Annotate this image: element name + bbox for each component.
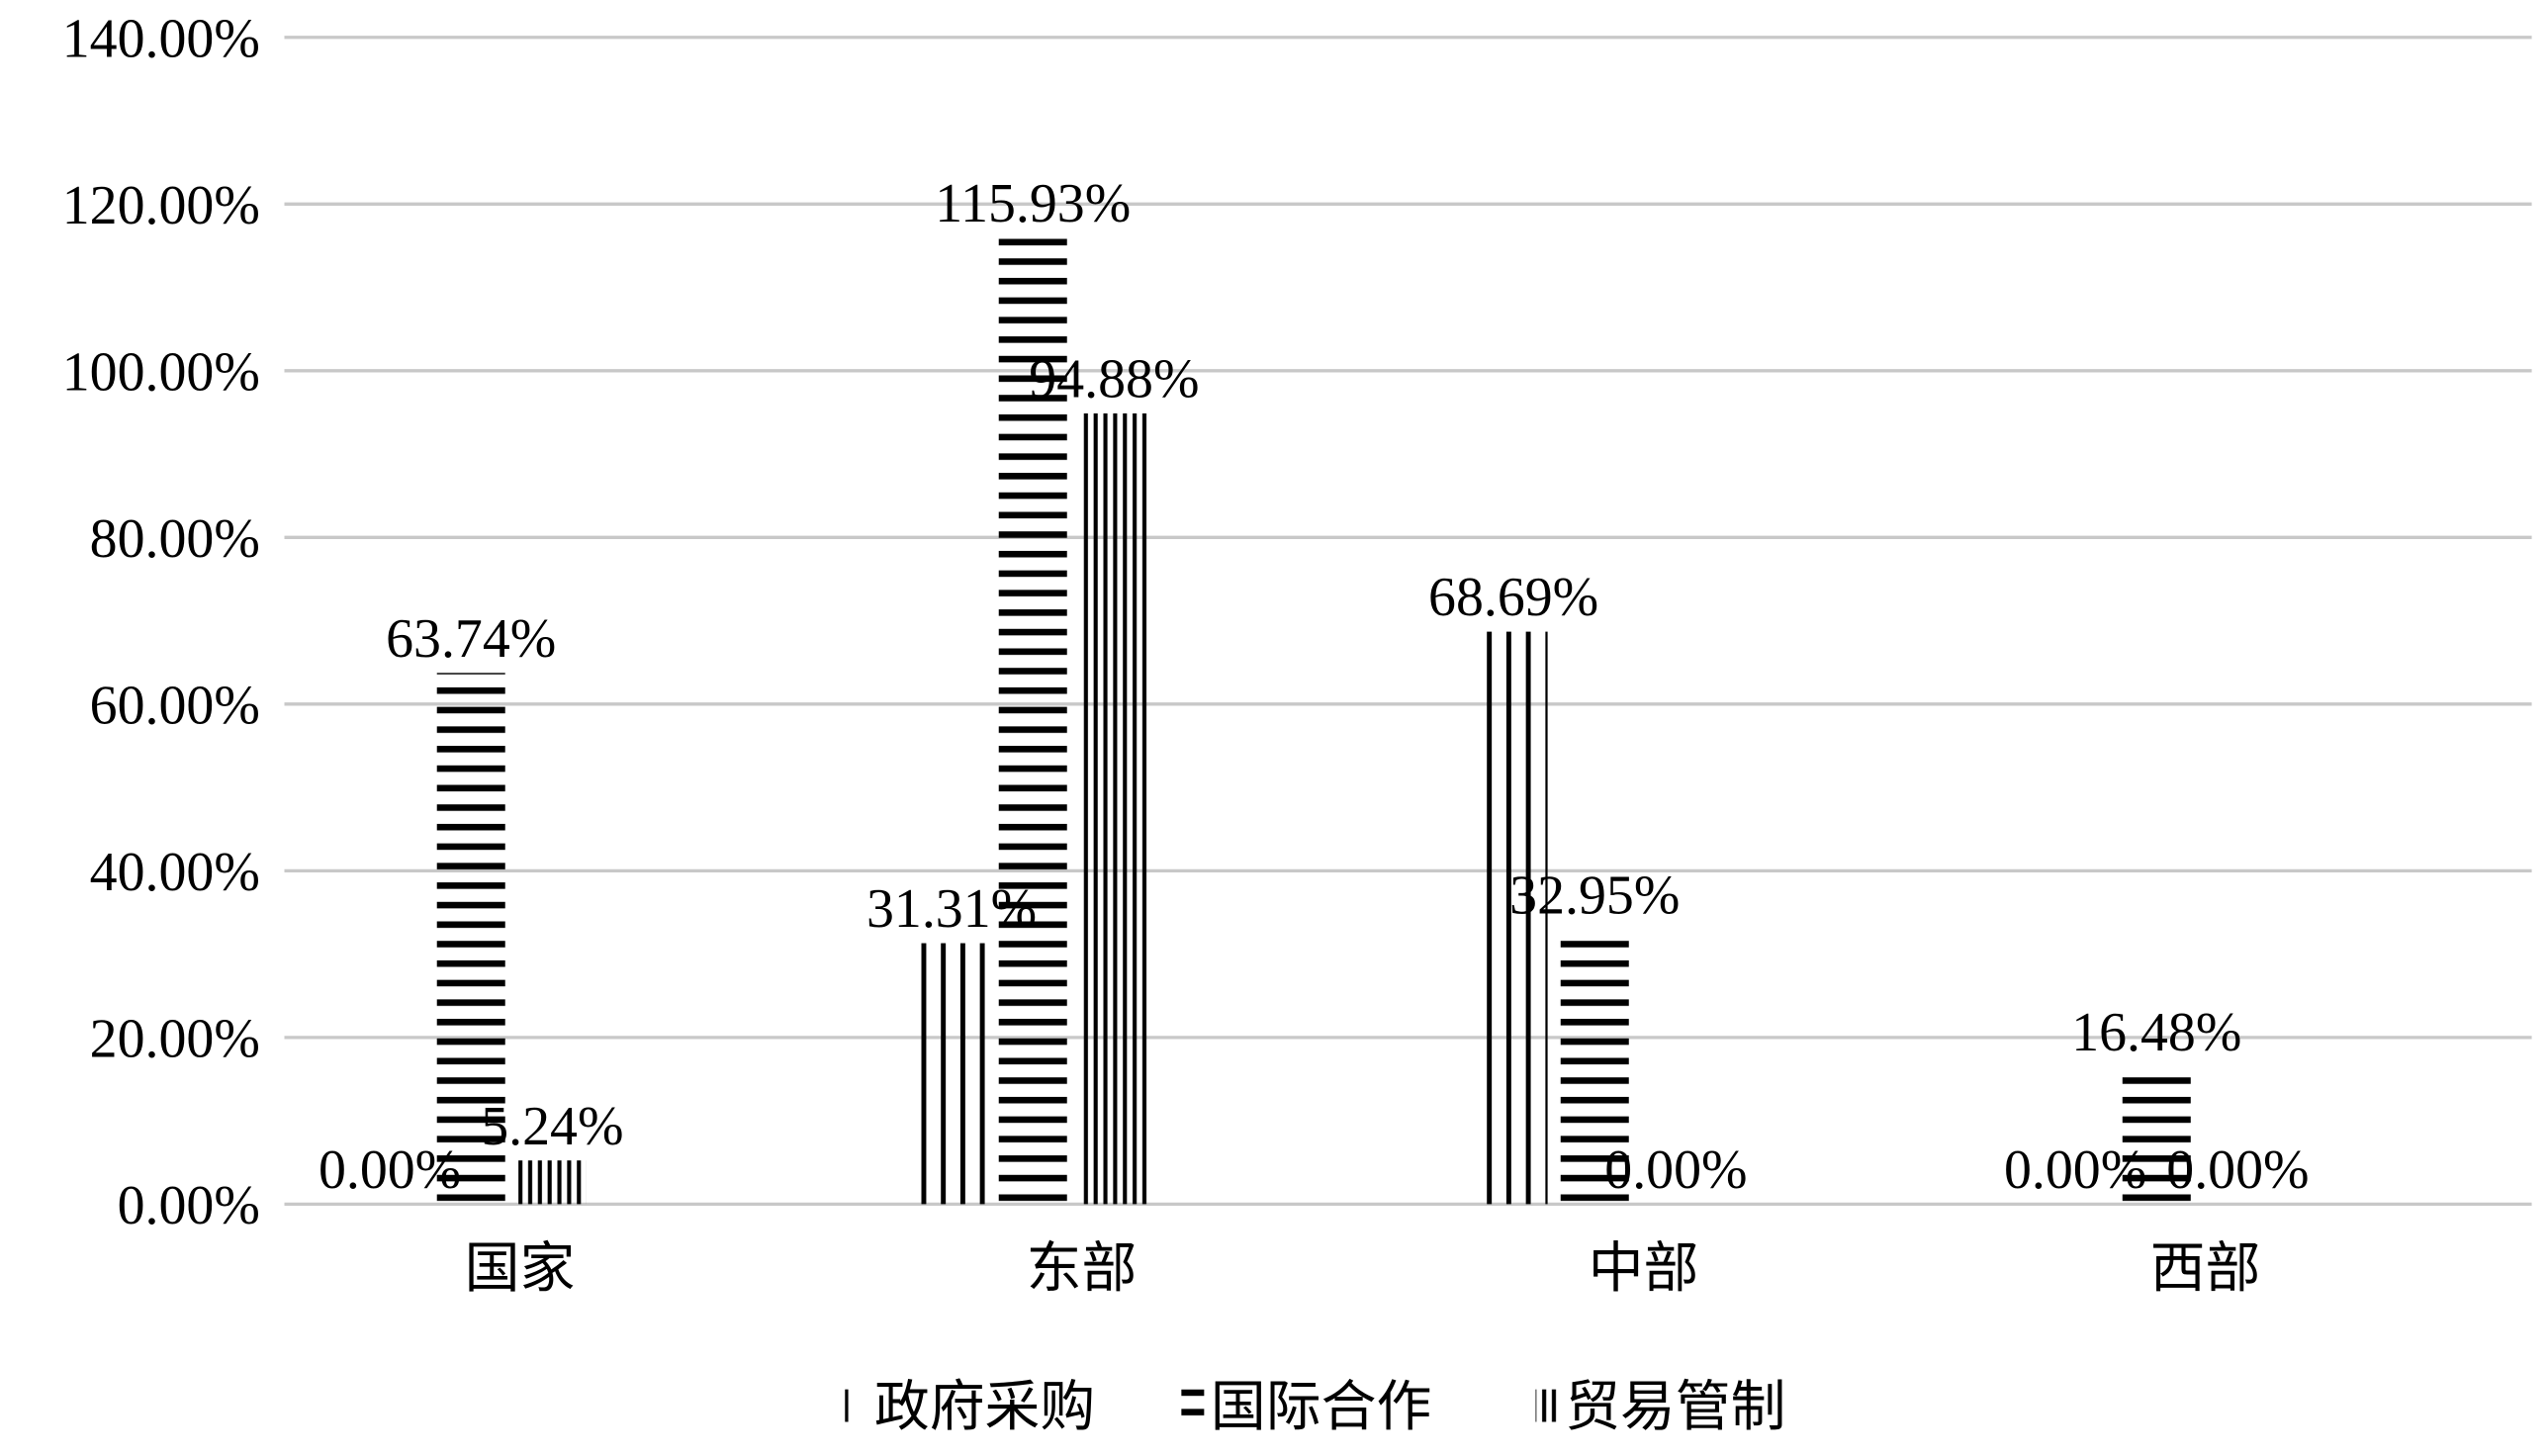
- x-tick-label: 中部: [1589, 1238, 1699, 1300]
- x-tick-label: 东部: [1027, 1238, 1138, 1300]
- legend-label: 贸易管制: [1565, 1377, 1785, 1438]
- y-tick-label: 80.00%: [90, 508, 260, 570]
- y-tick-label: 40.00%: [90, 842, 260, 903]
- bar: [917, 943, 986, 1205]
- x-tick-label: 西部: [2150, 1238, 2261, 1300]
- bar: [436, 673, 505, 1205]
- value-label: 32.95%: [1509, 864, 1680, 926]
- bar: [998, 237, 1067, 1205]
- value-label: 0.00%: [2004, 1139, 2146, 1201]
- bar: [1079, 412, 1148, 1205]
- y-tick-label: 60.00%: [90, 676, 260, 737]
- bar: [1560, 929, 1629, 1205]
- y-tick-label: 100.00%: [62, 342, 260, 404]
- legend: 政府采购 国际合作 贸易管制: [845, 1377, 1785, 1438]
- y-tick-label: 140.00%: [62, 9, 260, 70]
- value-label: 94.88%: [1029, 349, 1199, 410]
- value-label: 115.93%: [935, 173, 1131, 234]
- legend-swatch: [845, 1389, 856, 1422]
- value-label: 68.69%: [1428, 567, 1598, 628]
- y-tick-label: 0.00%: [118, 1175, 260, 1236]
- legend-label: 政府采购: [874, 1377, 1095, 1438]
- value-label: 0.00%: [1604, 1139, 1747, 1201]
- y-tick-label: 20.00%: [90, 1009, 260, 1070]
- value-label: 0.00%: [318, 1139, 461, 1201]
- value-label: 16.48%: [2071, 1002, 2241, 1063]
- legend-label: 国际合作: [1211, 1377, 1431, 1438]
- legend-swatch: [1535, 1389, 1559, 1422]
- value-label: 0.00%: [2166, 1139, 2309, 1201]
- bar: [517, 1160, 587, 1205]
- value-label: 31.31%: [866, 878, 1037, 940]
- value-label: 5.24%: [481, 1096, 623, 1157]
- bar: [2122, 1066, 2191, 1205]
- legend-swatch: [1181, 1389, 1205, 1422]
- value-label: 63.74%: [386, 608, 556, 670]
- x-tick-label: 国家: [465, 1238, 576, 1300]
- y-tick-label: 120.00%: [62, 175, 260, 236]
- bar: [1479, 631, 1548, 1205]
